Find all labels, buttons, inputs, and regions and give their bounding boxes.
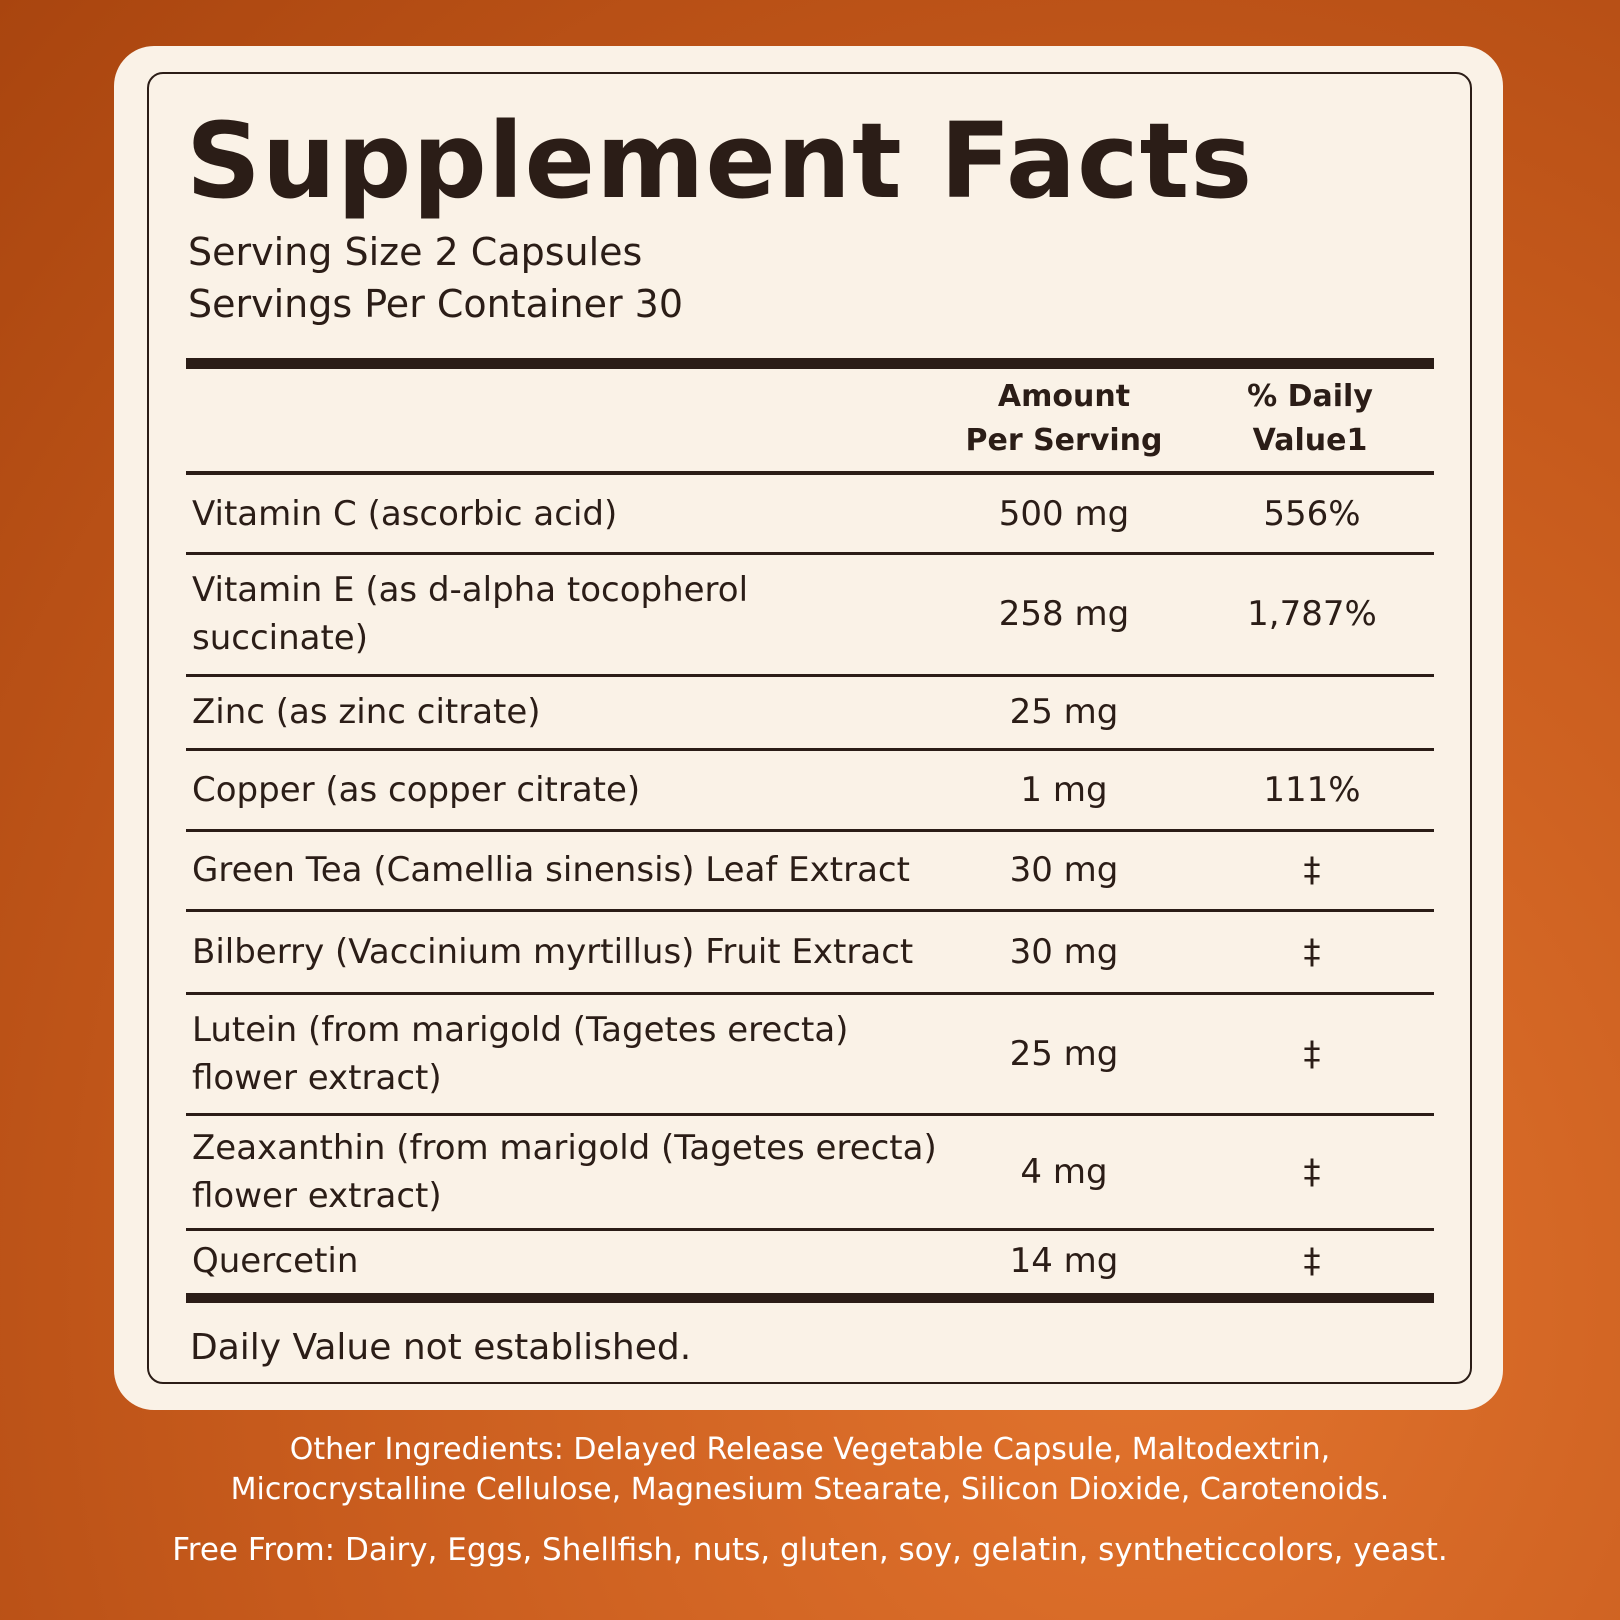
amount-header: Amount Per Serving: [965, 379, 1163, 458]
rule: [186, 748, 1434, 751]
other-ingredients: Other Ingredients: Delayed Release Veget…: [230, 1432, 1390, 1507]
ingredient-name: Zinc (as zinc citrate): [192, 692, 541, 732]
amount: 4 mg: [1020, 1151, 1108, 1192]
rule: [186, 1113, 1434, 1116]
ingredient-name: Quercetin: [192, 1241, 359, 1281]
rule: [186, 909, 1434, 912]
thick-rule: [186, 1293, 1434, 1303]
title: Supplement Facts: [186, 100, 1254, 222]
daily-value: 556%: [1263, 494, 1361, 534]
servings-per-container: Servings Per Container 30: [188, 282, 684, 326]
ingredient-name: Green Tea (Camellia sinensis) Leaf Extra…: [192, 850, 910, 890]
ingredient-name: Bilberry (Vaccinium myrtillus) Fruit Ext…: [192, 931, 914, 972]
rule: [186, 1228, 1434, 1231]
rule: [186, 674, 1434, 677]
rule: [186, 552, 1434, 555]
rule: [186, 992, 1434, 995]
ingredient-name: Vitamin E (as d-alpha tocopherol succina…: [192, 570, 749, 658]
daily-value: ‡: [1303, 1033, 1321, 1074]
daily-value: ‡: [1303, 850, 1321, 890]
daily-value: ‡: [1303, 931, 1321, 972]
ingredient-name: Lutein (from marigold (Tagetes erecta) f…: [192, 1009, 849, 1098]
label-card: [114, 46, 1503, 1410]
amount: 1 mg: [1020, 769, 1108, 810]
serving-size: Serving Size 2 Capsules: [188, 230, 643, 274]
amount: 500 mg: [998, 494, 1130, 534]
label-border: [147, 72, 1472, 1384]
dv-header: % Daily Value1: [1247, 379, 1373, 458]
amount: 25 mg: [1009, 692, 1119, 732]
rule: [186, 471, 1434, 475]
rule: [186, 829, 1434, 832]
ingredient-name: Vitamin C (ascorbic acid): [192, 494, 618, 534]
daily-value: 1,787%: [1247, 594, 1377, 634]
amount: 30 mg: [1009, 850, 1119, 890]
amount: 14 mg: [1009, 1241, 1119, 1281]
daily-value: ‡: [1303, 1151, 1321, 1192]
amount: 30 mg: [1009, 931, 1119, 972]
thick-rule: [186, 358, 1434, 369]
amount: 25 mg: [1009, 1033, 1119, 1074]
free-from: Free From: Dairy, Eggs, Shellfish, nuts,…: [172, 1532, 1448, 1568]
footnote: Daily Value not established.: [190, 1327, 692, 1368]
amount: 258 mg: [998, 594, 1130, 634]
ingredient-name: Zeaxanthin (from marigold (Tagetes erect…: [192, 1127, 937, 1216]
ingredient-name: Copper (as copper citrate): [192, 769, 641, 810]
daily-value: 111%: [1263, 769, 1361, 810]
daily-value: ‡: [1303, 1241, 1321, 1281]
